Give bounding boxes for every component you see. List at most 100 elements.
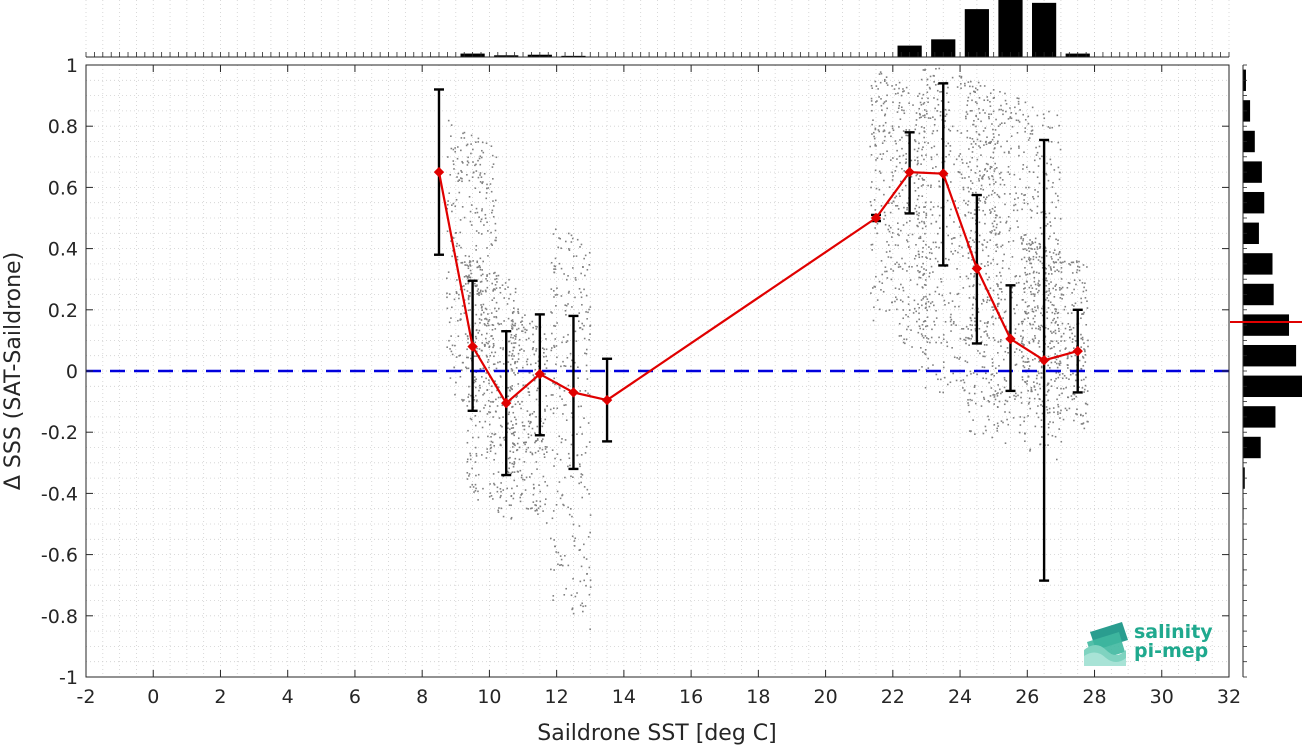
scatter-point [894,93,897,95]
scatter-point [988,418,990,421]
scatter-point [931,214,934,216]
scatter-point [896,261,898,264]
scatter-point [924,206,926,208]
scatter-point [518,458,521,461]
x-tick-label: 0 [147,686,159,708]
scatter-point [925,306,927,309]
scatter-point [968,148,970,150]
scatter-point [915,174,918,177]
scatter-point [958,245,961,247]
scatter-point [1066,364,1069,366]
scatter-point [527,436,530,439]
scatter-point [1068,329,1071,331]
scatter-point [1001,179,1004,181]
scatter-point [871,243,874,246]
scatter-point [920,266,923,268]
scatter-point [978,221,981,224]
scatter-point [557,246,560,249]
scatter-point [883,218,885,220]
scatter-point [479,322,481,324]
scatter-point [896,111,899,113]
scatter-point [1035,253,1038,255]
scatter-point [1085,412,1087,415]
scatter-point [924,348,927,351]
scatter-point [922,69,925,71]
scatter-point [584,389,587,392]
scatter-point [906,239,908,241]
scatter-point [514,291,517,294]
scatter-point [498,417,501,419]
scatter-point [903,206,905,209]
scatter-point [1063,374,1066,377]
scatter-point [1047,345,1049,348]
scatter-point [1024,381,1027,384]
scatter-point [1017,226,1019,228]
scatter-point [1017,323,1020,326]
scatter-point [529,413,532,416]
scatter-point [891,125,894,127]
scatter-point [996,422,999,425]
scatter-point [1049,221,1051,223]
scatter-point [450,135,452,137]
scatter-point [492,363,495,366]
scatter-point [586,318,588,320]
scatter-point [896,204,899,207]
scatter-point [928,275,931,278]
scatter-point [561,398,563,400]
scatter-point [901,167,903,170]
scatter-point [1024,194,1026,196]
scatter-point [469,292,471,294]
scatter-point [479,289,482,292]
scatter-point [968,241,971,243]
scatter-point [588,566,591,569]
scatter-point [479,257,482,260]
scatter-point [972,140,975,143]
scatter-point [529,420,532,423]
scatter-point [1081,282,1084,284]
scatter-point [993,229,996,231]
scatter-point [1055,340,1058,342]
scatter-point [1046,162,1048,165]
scatter-point [1055,261,1057,263]
scatter-point [869,200,872,203]
scatter-point [918,221,921,224]
scatter-point [1062,418,1065,421]
scatter-point [970,194,973,196]
scatter-point [996,263,999,266]
scatter-point [984,355,986,358]
scatter-point [1076,261,1078,264]
y-tick-label: -1 [59,667,78,689]
scatter-point [509,456,511,459]
scatter-point [944,304,946,306]
scatter-point [500,507,503,510]
scatter-point [906,134,909,137]
scatter-point [530,363,532,366]
scatter-point [949,145,952,147]
scatter-point [506,470,509,473]
scatter-point [486,389,489,391]
scatter-point [564,309,567,312]
scatter-point [510,518,512,520]
scatter-point [519,349,521,351]
scatter-point [534,441,536,444]
scatter-point [500,323,502,325]
scatter-point [549,537,552,540]
scatter-point [897,266,900,268]
scatter-point [462,400,464,402]
scatter-point [579,465,581,468]
scatter-point [568,290,570,293]
scatter-point [1078,260,1080,263]
scatter-point [525,448,528,451]
scatter-point [964,82,966,85]
scatter-point [488,423,491,426]
scatter-point [981,366,984,368]
scatter-point [512,431,515,434]
scatter-point [894,244,897,246]
scatter-point [571,306,573,308]
scatter-point [1076,269,1079,271]
scatter-point [517,400,519,403]
scatter-point [558,435,561,438]
scatter-point [979,174,981,177]
scatter-point [1073,288,1075,291]
scatter-point [987,255,990,257]
